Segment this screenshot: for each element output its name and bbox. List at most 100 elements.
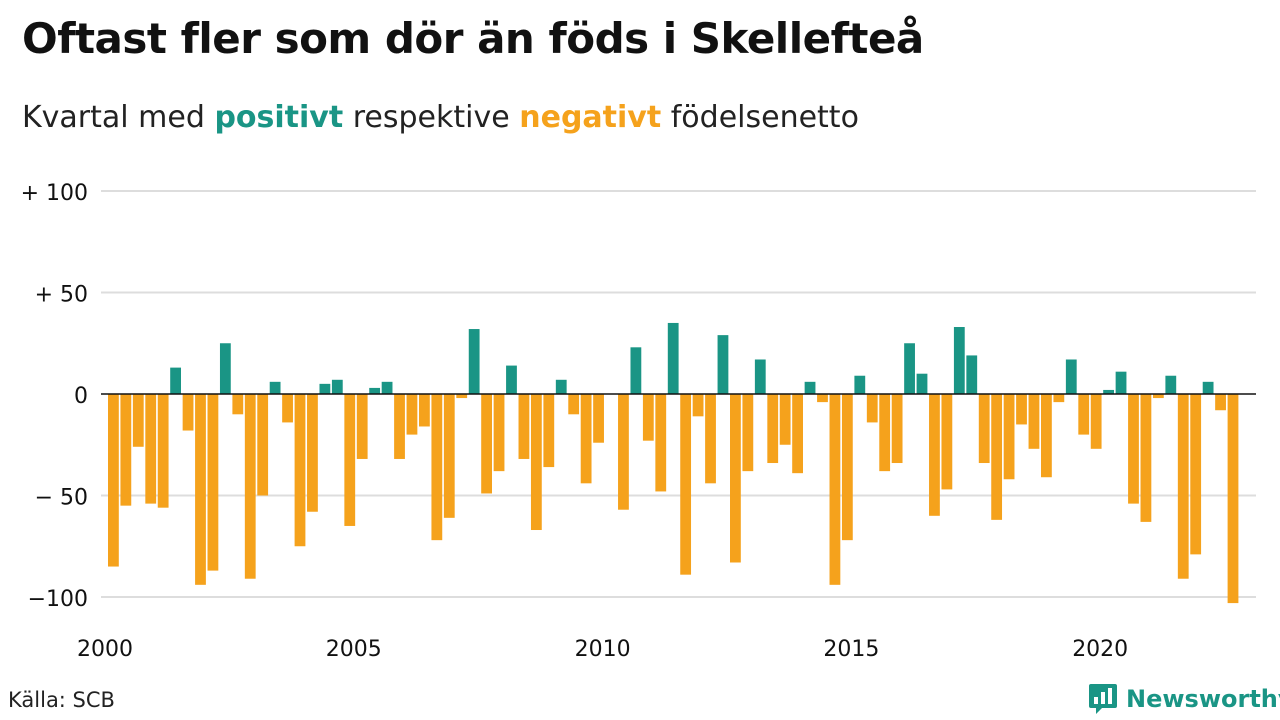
newsworthy-logo-icon: [1089, 684, 1117, 714]
y-tick-label: + 50: [35, 283, 88, 308]
bar: [742, 394, 754, 472]
y-tick-label: + 100: [21, 181, 88, 206]
bar: [294, 394, 306, 547]
source-note: Källa: SCB: [8, 688, 115, 712]
subtitle-suffix: födelsenetto: [670, 100, 859, 135]
bar: [966, 355, 978, 394]
bar: [244, 394, 256, 579]
bar: [593, 394, 604, 443]
bar: [580, 394, 592, 484]
chart-subtitle: Kvartal med positivt respektive negativt…: [22, 100, 859, 135]
subtitle-prefix: Kvartal med: [22, 100, 205, 135]
bar: [767, 394, 779, 464]
bar: [157, 394, 169, 508]
bar: [879, 394, 891, 472]
bar: [655, 394, 667, 492]
bar: [145, 394, 157, 504]
bar: [1202, 381, 1214, 394]
subtitle-positive-label: positivt: [214, 100, 344, 135]
bar: [953, 327, 965, 394]
bar: [916, 373, 928, 394]
bar: [481, 394, 492, 494]
bar: [530, 394, 542, 531]
bar: [792, 394, 803, 474]
bar: [854, 375, 866, 394]
bar: [257, 394, 269, 496]
bar: [232, 394, 244, 415]
bar: [1128, 394, 1139, 504]
bar: [941, 394, 953, 490]
bar: [120, 394, 132, 506]
bar: [555, 379, 567, 394]
bar: [506, 365, 517, 394]
bar: [369, 387, 381, 394]
bar: [443, 394, 455, 518]
bar: [730, 394, 741, 563]
bar: [667, 322, 679, 394]
bar: [618, 394, 629, 510]
bar: [754, 359, 766, 394]
bar: [568, 394, 580, 415]
y-tick-label: −100: [28, 587, 88, 612]
bar: [419, 394, 430, 427]
bar: [1003, 394, 1015, 480]
x-tick-label: 2015: [823, 637, 879, 662]
bar: [1115, 371, 1127, 394]
bar: [1028, 394, 1040, 449]
bar: [642, 394, 654, 441]
bar: [1041, 394, 1052, 478]
bar: [394, 394, 405, 459]
bar: [1016, 394, 1027, 425]
bar: [1152, 394, 1164, 399]
bar: [929, 394, 940, 516]
bar: [1227, 394, 1239, 604]
bar: [692, 394, 704, 417]
bar: [195, 394, 206, 585]
bar: [804, 381, 816, 394]
bar: [307, 394, 318, 512]
x-tick-label: 2020: [1072, 637, 1128, 662]
bar: [1103, 389, 1114, 394]
bar-chart: + 100 + 50 0 − 50 −100 2000 2005 2010 2015 2020: [21, 181, 1256, 662]
brand: Newsworthy: [1088, 682, 1280, 716]
bar: [705, 394, 716, 484]
bar: [456, 394, 468, 399]
bar: [1177, 394, 1189, 579]
subtitle-negative-label: negativt: [519, 100, 662, 135]
x-tick-label: 2000: [77, 637, 133, 662]
x-tick-label: 2010: [575, 637, 631, 662]
y-tick-label: 0: [74, 384, 88, 409]
bar: [282, 394, 293, 423]
bar: [319, 383, 331, 394]
bar: [717, 335, 729, 394]
bar: [1165, 375, 1177, 394]
brand-name: Newsworthy: [1126, 685, 1280, 713]
bar: [543, 394, 555, 468]
bar: [356, 394, 368, 459]
bar: [779, 394, 791, 445]
bar: [493, 394, 505, 472]
bar: [381, 381, 393, 394]
bar: [269, 381, 281, 394]
bar: [1053, 394, 1065, 403]
y-tick-label: − 50: [35, 486, 88, 511]
bar: [331, 379, 343, 394]
bar: [1190, 394, 1202, 555]
bar: [817, 394, 828, 403]
bar: [1140, 394, 1152, 522]
bar: [891, 394, 903, 464]
bar: [132, 394, 144, 447]
bar: [1090, 394, 1102, 449]
bar: [630, 347, 642, 394]
bar: [518, 394, 530, 459]
bar: [431, 394, 443, 541]
bar: [406, 394, 418, 435]
chart-title: Oftast fler som dör än föds i Skellefteå: [22, 14, 924, 63]
bar: [1078, 394, 1090, 435]
bar: [468, 329, 480, 394]
bar: [991, 394, 1003, 520]
bar: [219, 343, 231, 394]
bar: [904, 343, 915, 394]
subtitle-middle: respektive: [352, 100, 510, 135]
bar: [866, 394, 878, 423]
